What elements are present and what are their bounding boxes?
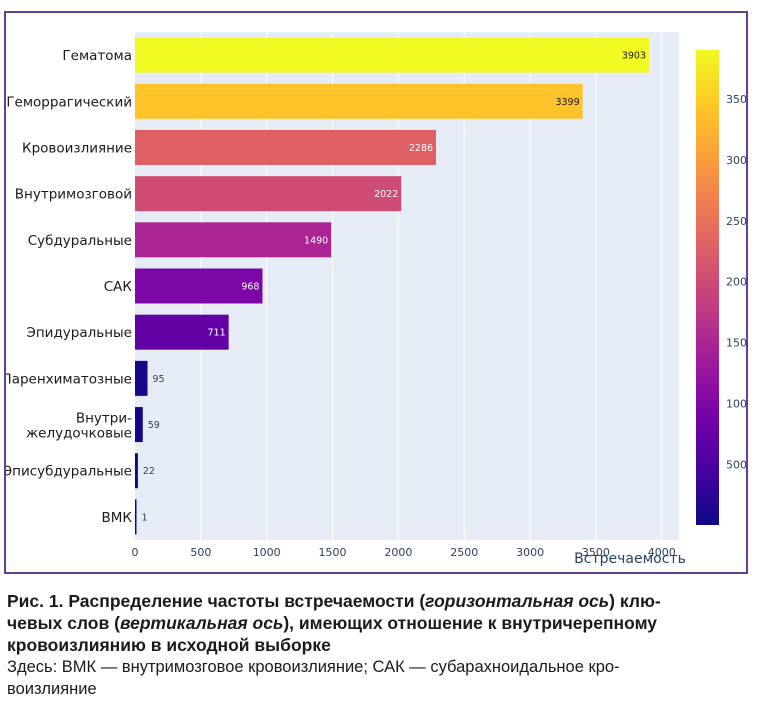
colorbar-tick-label: 1500 <box>726 337 746 350</box>
figure-caption: Рис. 1. Распределение частоты встречаемо… <box>7 590 751 700</box>
value-label: 1490 <box>304 235 328 246</box>
value-label: 95 <box>153 374 165 385</box>
category-label: Субдуральные <box>28 233 132 249</box>
caption-title-part: кровоизлиянию в исходной выборке <box>7 635 331 655</box>
x-tick-label: 1000 <box>253 546 281 559</box>
caption-note: Здесь: ВМК — внутримозговое кровоизлияни… <box>7 656 751 700</box>
caption-title-part: ), имеющих отношение к внутричерепному <box>283 613 658 633</box>
x-tick-label: 2000 <box>384 546 412 559</box>
x-tick-labels: 0 500 1000 1500 2000 2500 3000 3500 4000 <box>132 546 676 559</box>
bar <box>135 314 229 350</box>
x-tick-label: 500 <box>190 546 211 559</box>
value-label: 3399 <box>555 97 579 108</box>
colorbar-tick-label: 2500 <box>726 215 746 228</box>
bar <box>135 222 332 258</box>
x-tick-label: 0 <box>132 546 139 559</box>
x-tick-label: 1500 <box>319 546 347 559</box>
category-label: Внутри-желудочковые <box>26 411 132 442</box>
value-label: 59 <box>148 420 160 431</box>
bar <box>135 176 402 212</box>
bar <box>135 37 649 73</box>
x-tick-label: 4000 <box>648 546 676 559</box>
colorbar-gradient <box>696 50 719 525</box>
colorbar-tick-label: 1000 <box>726 397 746 410</box>
category-label: Эпидуральные <box>26 325 132 341</box>
colorbar-tick-label: 3500 <box>726 93 746 106</box>
value-label: 711 <box>207 328 225 339</box>
value-label: 1 <box>142 512 148 523</box>
value-label: 2286 <box>409 143 433 154</box>
category-label: Кровоизлияние <box>22 140 132 156</box>
bar-chart: Гематома Геморрагический Кровоизлияние Внут… <box>6 32 746 567</box>
value-label: 3903 <box>622 51 646 62</box>
x-tick-label: 2500 <box>450 546 478 559</box>
category-label: ВМК <box>102 510 133 526</box>
bar <box>135 360 148 396</box>
colorbar: 500 1000 1500 2000 2500 3000 3500 <box>696 50 746 525</box>
caption-note-line: Здесь: ВМК — внутримозговое кровоизлияни… <box>7 658 620 676</box>
caption-figure-number: Рис. 1. <box>7 591 64 611</box>
caption-note-line: воизлияние <box>7 680 97 698</box>
colorbar-tick-label: 500 <box>726 458 746 471</box>
colorbar-tick-label: 3000 <box>726 154 746 167</box>
x-axis-label: Встречаемость <box>574 551 686 567</box>
category-label: Геморрагический <box>6 94 132 110</box>
caption-title-part: Распределение частоты встречаемости ( <box>63 591 426 611</box>
bar <box>135 499 137 535</box>
caption-title-part: чевых слов ( <box>7 613 120 633</box>
bar <box>135 129 437 165</box>
value-label: 22 <box>143 466 155 477</box>
category-label: САК <box>104 279 133 295</box>
caption-title-part: ) клю- <box>609 591 661 611</box>
value-labels: 3903 3399 2286 2022 1490 968 711 95 59 22 1 <box>142 51 647 524</box>
x-tick-label: 3500 <box>582 546 610 559</box>
value-label: 2022 <box>374 189 398 200</box>
caption-italic-x-axis: горизонтальная ось <box>425 591 610 611</box>
bar <box>135 83 583 119</box>
figure-frame: Гематома Геморрагический Кровоизлияние Внут… <box>4 11 748 574</box>
bar <box>135 268 263 304</box>
category-label: Гематома <box>62 48 132 64</box>
caption-title: Рис. 1. Распределение частоты встречаемо… <box>7 590 751 656</box>
caption-italic-y-axis: вертикальная ось <box>119 613 284 633</box>
bar <box>135 453 138 489</box>
x-tick-label: 3000 <box>516 546 544 559</box>
value-label: 968 <box>241 282 259 293</box>
category-label: Внутримозговой <box>15 187 132 203</box>
category-labels: Гематома Геморрагический Кровоизлияние Внут… <box>6 48 132 526</box>
colorbar-tick-label: 2000 <box>726 276 746 289</box>
bar <box>135 407 143 443</box>
category-label: Паренхиматозные <box>6 371 132 387</box>
category-label: Эписубдуральные <box>6 464 132 480</box>
bars <box>135 37 649 535</box>
